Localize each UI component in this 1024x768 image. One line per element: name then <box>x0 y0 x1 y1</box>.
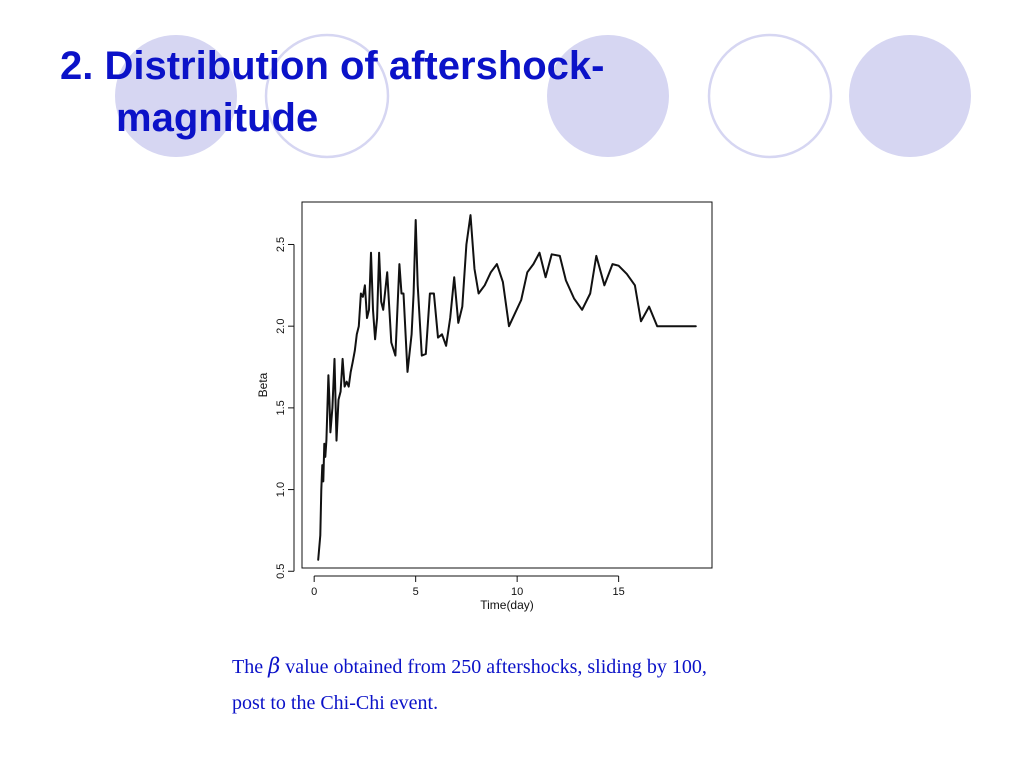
y-axis-label: Beta <box>256 372 270 397</box>
x-tick-label: 5 <box>413 586 419 598</box>
slide-title-line-2: magnitude <box>116 96 319 140</box>
slide-title: 2. Distribution of aftershock- magnitude <box>60 40 960 144</box>
plot-frame <box>301 201 713 569</box>
y-tick-label: 1.5 <box>275 400 287 415</box>
y-tick-label: 1.0 <box>275 482 287 497</box>
deco-circle-3 <box>547 35 669 157</box>
x-tick-label: 15 <box>613 586 625 598</box>
y-tick-label: 0.5 <box>275 564 287 579</box>
deco-circle-4 <box>707 33 833 159</box>
y-axis: 0.5 1.0 1.5 2.0 2.5 <box>275 237 295 579</box>
slide-title-line-1: 2. Distribution of aftershock- <box>60 44 605 88</box>
beta-symbol: β <box>268 654 281 678</box>
x-tick-label: 10 <box>511 586 523 598</box>
deco-circle-1 <box>115 35 237 157</box>
caption-line-1: The β value obtained from 250 aftershock… <box>232 648 872 685</box>
deco-circle-5 <box>849 35 971 157</box>
beta-series-line <box>317 214 697 561</box>
x-tick-label: 0 <box>311 586 317 598</box>
caption-text: value obtained from 250 aftershocks, sli… <box>285 656 707 678</box>
deco-circle-2 <box>264 33 390 159</box>
y-tick-label: 2.0 <box>275 319 287 334</box>
figure-caption: The β value obtained from 250 aftershock… <box>232 648 872 721</box>
caption-line-2: post to the Chi-Chi event. <box>232 692 439 714</box>
x-axis-label: Time(day) <box>480 598 534 612</box>
x-axis: 0 5 10 15 <box>311 575 625 598</box>
y-tick-label: 2.5 <box>275 237 287 252</box>
caption-prefix: The <box>232 656 264 678</box>
